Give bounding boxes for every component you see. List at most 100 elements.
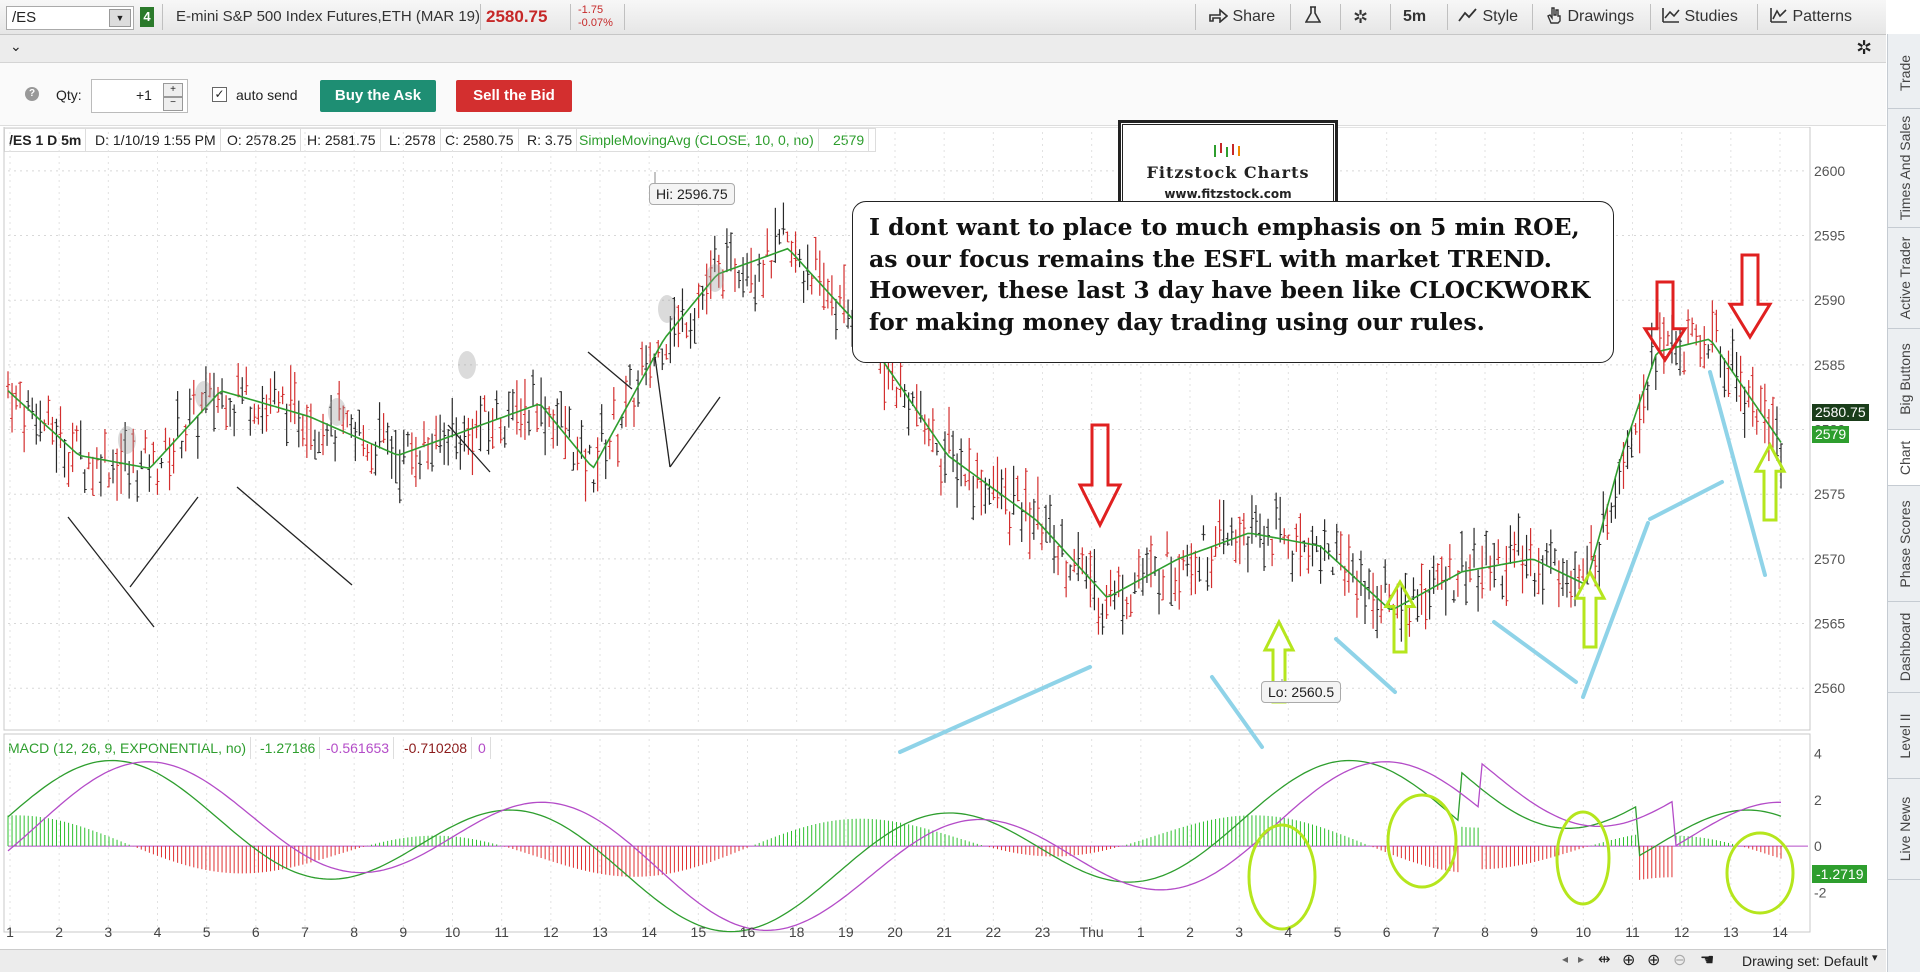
price-pane-border bbox=[3, 127, 1811, 731]
style-icon bbox=[1458, 8, 1477, 22]
gear-icon[interactable]: ✲ bbox=[1856, 38, 1872, 59]
highlight-blob bbox=[706, 264, 724, 292]
macd-diff: -0.710208 bbox=[400, 737, 473, 759]
symbol-text: /ES bbox=[12, 9, 37, 26]
logo-name: Fitzstock Charts bbox=[1146, 163, 1310, 182]
trend-line bbox=[587, 351, 633, 390]
annotations bbox=[67, 172, 1795, 931]
link-group-badge[interactable]: 4 bbox=[140, 7, 154, 27]
macd-zero: 0 bbox=[474, 737, 491, 759]
flask-icon bbox=[1304, 6, 1322, 23]
time-tick-label: 3 bbox=[1235, 924, 1243, 940]
share-button[interactable]: Share bbox=[1208, 0, 1275, 34]
chevron-down-icon[interactable]: ⌄ bbox=[10, 38, 22, 54]
qty-value: +1 bbox=[136, 87, 152, 103]
auto-send-label: auto send bbox=[236, 87, 298, 103]
zoom-in-icon[interactable]: ⊕ bbox=[1647, 952, 1661, 969]
highlight-circle bbox=[1725, 831, 1795, 915]
side-tab-dashboard[interactable]: Dashboard bbox=[1888, 602, 1920, 693]
last-price-tag: 2580.75 bbox=[1812, 404, 1869, 421]
auto-send-checkbox[interactable]: ✓ bbox=[212, 87, 227, 102]
decrement-button[interactable]: − bbox=[163, 97, 183, 111]
bar-date: D: 1/10/19 1:55 PM bbox=[91, 129, 221, 151]
side-tab-live-news[interactable]: Live News bbox=[1888, 779, 1920, 880]
side-tab-times-and-sales[interactable]: Times And Sales bbox=[1888, 109, 1920, 228]
side-tab-trade[interactable]: Trade bbox=[1888, 38, 1920, 109]
side-tab-level-ii[interactable]: Level II bbox=[1888, 693, 1920, 779]
divider bbox=[1650, 4, 1651, 30]
sell-bid-button[interactable]: Sell the Bid bbox=[456, 80, 572, 112]
side-tab-label: Phase Scores bbox=[1896, 499, 1913, 588]
side-tab-label: Dashboard bbox=[1896, 612, 1913, 682]
qty-stepper[interactable]: +1 + − bbox=[91, 79, 188, 113]
symbol-description: E-mini S&P 500 Index Futures,ETH (MAR 19… bbox=[176, 8, 480, 25]
macd-line bbox=[7, 759, 1782, 933]
trend-line bbox=[67, 516, 155, 628]
trend-line bbox=[236, 486, 353, 586]
symbol-input[interactable]: /ES ▼ bbox=[6, 6, 134, 30]
increment-button[interactable]: + bbox=[163, 83, 183, 97]
time-tick-label: 4 bbox=[154, 924, 162, 940]
patterns-button[interactable]: Patterns bbox=[1770, 0, 1852, 34]
expand-icon[interactable]: ⇹ bbox=[1598, 951, 1611, 968]
pan-hand-icon[interactable]: ☚ bbox=[1700, 952, 1715, 969]
trend-line bbox=[654, 356, 671, 468]
side-tab-phase-scores[interactable]: Phase Scores bbox=[1888, 486, 1920, 602]
time-tick-label: 11 bbox=[1625, 924, 1640, 940]
time-tick-label: 7 bbox=[1432, 924, 1440, 940]
green-up-arrow bbox=[1573, 568, 1607, 649]
pct-change: -0.07% bbox=[578, 17, 613, 29]
highlight-circle bbox=[1247, 823, 1317, 931]
help-icon[interactable]: ? bbox=[25, 87, 39, 101]
net-change-block: -1.75 -0.07% bbox=[578, 4, 613, 30]
style-button[interactable]: Style bbox=[1458, 0, 1518, 34]
time-tick-label: 6 bbox=[252, 924, 260, 940]
price-tick-label: 2595 bbox=[1814, 228, 1845, 244]
time-tick-label: 21 bbox=[936, 924, 952, 940]
time-tick-label: 12 bbox=[1674, 924, 1690, 940]
divider bbox=[570, 4, 571, 30]
annotation-note: I dont want to place to much emphasis on… bbox=[852, 201, 1614, 363]
highlight-blob bbox=[658, 295, 676, 323]
studies-button[interactable]: Studies bbox=[1662, 0, 1738, 34]
side-tab-label: Big Buttons bbox=[1896, 343, 1913, 415]
time-tick-label: 12 bbox=[543, 924, 559, 940]
share-icon bbox=[1209, 8, 1229, 24]
scroll-right-icon[interactable]: ▸ bbox=[1578, 952, 1585, 966]
zoom-out-icon[interactable]: ⊖ bbox=[1673, 952, 1687, 969]
macd-tick-label: -2 bbox=[1814, 884, 1827, 900]
price-chart[interactable]: 2560256525702575258025852590259526001234… bbox=[0, 127, 1886, 957]
time-tick-label: 14 bbox=[1772, 924, 1788, 940]
close-value: C: 2580.75 bbox=[441, 129, 519, 151]
time-tick-label: 20 bbox=[887, 924, 903, 940]
time-tick-label: 2 bbox=[55, 924, 63, 940]
chevron-down-icon[interactable]: ▾ bbox=[1872, 952, 1878, 964]
trendline-blue bbox=[1581, 521, 1650, 699]
gear-icon: ✲ bbox=[1353, 7, 1369, 27]
side-tab-label: Trade bbox=[1896, 54, 1913, 92]
side-tab-active-trader[interactable]: Active Trader bbox=[1888, 228, 1920, 329]
highlight-blob bbox=[458, 351, 476, 379]
flask-button[interactable] bbox=[1304, 0, 1322, 34]
scroll-left-icon[interactable]: ◂ bbox=[1562, 952, 1569, 966]
side-tab-big-buttons[interactable]: Big Buttons bbox=[1888, 329, 1920, 430]
buy-ask-button[interactable]: Buy the Ask bbox=[320, 80, 436, 112]
gear-button[interactable]: ✲ bbox=[1353, 0, 1368, 34]
time-tick-label: 6 bbox=[1383, 924, 1391, 940]
drawing-set-label[interactable]: Drawing set: Default bbox=[1742, 953, 1869, 969]
divider bbox=[1447, 4, 1448, 30]
drawings-label: Drawings bbox=[1567, 8, 1635, 25]
time-tick-label: 5 bbox=[203, 924, 211, 940]
drawings-button[interactable]: Drawings bbox=[1545, 0, 1634, 34]
time-tick-label: 9 bbox=[399, 924, 407, 940]
divider bbox=[624, 4, 625, 30]
crosshair-icon[interactable]: ⊕ bbox=[1622, 952, 1636, 969]
price-tick-label: 2560 bbox=[1814, 680, 1845, 696]
divider bbox=[1195, 4, 1196, 30]
high-label: Hi: 2596.75 bbox=[649, 183, 735, 205]
time-tick-label: 5 bbox=[1334, 924, 1342, 940]
chevron-down-icon[interactable]: ▼ bbox=[109, 9, 131, 27]
timeframe-button[interactable]: 5m bbox=[1403, 8, 1427, 25]
side-tab-chart[interactable]: Chart bbox=[1888, 430, 1920, 486]
top-toolbar: /ES ▼ 4 E-mini S&P 500 Index Futures,ETH… bbox=[0, 0, 1886, 35]
